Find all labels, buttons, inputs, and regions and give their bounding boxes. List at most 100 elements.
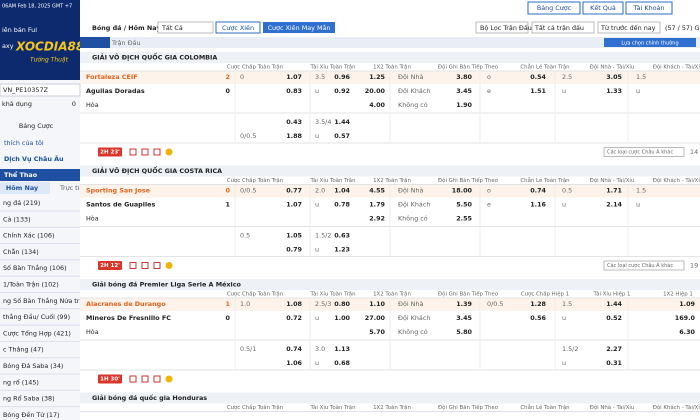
odds[interactable]: 2.14: [606, 201, 622, 209]
odds[interactable]: 1.04: [334, 187, 350, 195]
account[interactable]: Tài Khoản: [633, 4, 665, 12]
sport-item[interactable]: ng rổ (145): [3, 377, 39, 386]
lucky-parlay[interactable]: Cược Xiên May Mắn: [268, 23, 331, 32]
odds[interactable]: 1.33: [606, 87, 622, 95]
sport-item[interactable]: 1/Toàn Trận (102): [3, 281, 59, 289]
odds[interactable]: 1.13: [334, 345, 350, 353]
odds[interactable]: 0.74: [530, 187, 546, 195]
other-markets[interactable]: Các loại cược Châu Á khác: [607, 262, 673, 269]
odds[interactable]: 5.70: [369, 328, 385, 336]
odds[interactable]: 1.44: [334, 118, 350, 126]
odds[interactable]: 0.96: [334, 73, 350, 81]
other-box[interactable]: [603, 147, 685, 157]
odds[interactable]: 1.79: [369, 201, 385, 209]
odds[interactable]: 5.50: [456, 201, 472, 209]
odds[interactable]: 4.55: [369, 187, 385, 195]
sport-item[interactable]: Số Bàn Thắng (106): [3, 263, 67, 272]
sport-item[interactable]: Bóng Đền Tử (17): [3, 411, 60, 419]
odds[interactable]: 1.23: [334, 246, 350, 254]
main-choice[interactable]: Lựa chọn chính thường: [621, 40, 678, 47]
parlay-btn[interactable]: [215, 21, 261, 34]
odds[interactable]: 1.71: [606, 187, 622, 195]
odds[interactable]: 1.28: [530, 300, 546, 308]
odds[interactable]: 6.30: [679, 328, 695, 336]
all-matches-box[interactable]: [531, 21, 595, 34]
more-count[interactable]: 14: [690, 148, 698, 156]
odds[interactable]: 1.08: [286, 300, 302, 308]
odds[interactable]: 0.57: [334, 132, 350, 140]
odds[interactable]: 1.88: [286, 132, 302, 140]
odds[interactable]: 0.54: [530, 73, 546, 81]
odds[interactable]: 1.07: [286, 73, 302, 81]
all-matches[interactable]: Tất cả trận đấu: [534, 24, 584, 32]
odds[interactable]: 20.00: [365, 87, 386, 95]
filter-all[interactable]: Tất Cả: [161, 24, 183, 32]
odds[interactable]: 0.74: [286, 345, 302, 353]
parlay[interactable]: Cược Xiên: [222, 24, 254, 32]
odds[interactable]: 1.16: [530, 201, 546, 209]
league-name[interactable]: GIẢI VÔ ĐỊCH QUỐC GIA COSTA RICA: [92, 165, 222, 175]
bet-list[interactable]: Bảng Cược: [537, 4, 572, 12]
league-name[interactable]: GIẢI VÔ ĐỊCH QUỐC GIA COLOMBIA: [92, 52, 217, 62]
breadcrumb[interactable]: Bóng đá / Hôm Nay: [92, 24, 161, 32]
main-choice-btn[interactable]: [604, 38, 696, 47]
odds[interactable]: 0.43: [286, 118, 302, 126]
odds[interactable]: 0.92: [334, 87, 350, 95]
odds[interactable]: 1.39: [456, 300, 472, 308]
account-btn[interactable]: [625, 1, 673, 15]
sport-item[interactable]: Cược Tổng Hợp (421): [3, 328, 71, 337]
odds[interactable]: 0.78: [334, 201, 350, 209]
sport-item[interactable]: ng Số Bàn Thắng Nửa trận (106): [3, 296, 107, 305]
today-tab[interactable]: Hôm Nay: [6, 184, 39, 192]
odds[interactable]: 0.31: [606, 359, 622, 367]
odds[interactable]: 0.72: [286, 314, 302, 322]
odds[interactable]: 1.06: [286, 359, 302, 367]
version[interactable]: iên bản Ful: [2, 26, 37, 34]
odds[interactable]: 4.00: [369, 101, 385, 109]
sport-item[interactable]: Cả (133): [3, 215, 31, 223]
sport-item[interactable]: Chính Xác (106): [3, 232, 54, 240]
odds[interactable]: 1.51: [530, 87, 546, 95]
more-count[interactable]: 19: [690, 262, 698, 270]
sport-item[interactable]: Chẵn (134): [3, 247, 39, 256]
odds[interactable]: 0.79: [286, 246, 302, 254]
odds[interactable]: 1.90: [456, 101, 472, 109]
odds[interactable]: 3.45: [456, 314, 472, 322]
odds[interactable]: 3.45: [456, 87, 472, 95]
odds[interactable]: 2.55: [456, 215, 472, 223]
favorites[interactable]: thích của tôi: [4, 139, 44, 147]
odds[interactable]: 27.00: [365, 314, 386, 322]
league-name[interactable]: Giải bóng đá Premier Liga Serie A México: [92, 281, 241, 289]
sports[interactable]: Thể Thao: [4, 170, 38, 179]
odds[interactable]: 3.80: [456, 73, 472, 81]
sport-item[interactable]: c Thắng (47): [3, 345, 44, 354]
other-box[interactable]: [603, 260, 685, 271]
match-filter[interactable]: Bộ Lọc Trận Đấu: [480, 24, 532, 32]
odds[interactable]: 3.05: [606, 73, 622, 81]
other-markets[interactable]: Các loại cược Châu Á khác: [607, 149, 673, 156]
odds[interactable]: 0.63: [334, 232, 350, 240]
sport-item[interactable]: Bóng Đá Saba (34): [3, 362, 63, 370]
odds[interactable]: 1.00: [334, 314, 350, 322]
filter-box[interactable]: [157, 21, 214, 34]
odds[interactable]: 1.09: [679, 300, 695, 308]
bet-tab[interactable]: Bảng Cược: [19, 122, 54, 130]
odds[interactable]: 1.05: [286, 232, 302, 240]
results-btn[interactable]: [582, 1, 624, 15]
all-time[interactable]: Từ trước đến nay: [600, 24, 656, 32]
odds[interactable]: 0.68: [334, 359, 350, 367]
euro[interactable]: Dịch Vụ Châu Âu: [4, 154, 64, 163]
lucky-btn[interactable]: [263, 22, 335, 33]
odds[interactable]: 2.92: [369, 215, 385, 223]
odds[interactable]: 1.44: [606, 300, 622, 308]
bet-list-btn[interactable]: [527, 1, 581, 15]
odds[interactable]: 2.27: [606, 345, 622, 353]
league-name[interactable]: Giải bóng đá quốc gia Honduras: [92, 393, 207, 402]
all-time-box[interactable]: [597, 21, 661, 34]
live-tab[interactable]: Trực tiếp: [59, 184, 87, 192]
results[interactable]: Kết Quả: [590, 4, 616, 12]
odds[interactable]: 0.56: [530, 314, 546, 322]
odds[interactable]: 18.00: [452, 187, 473, 195]
odds[interactable]: 1.25: [369, 73, 385, 81]
odds[interactable]: 0.80: [334, 300, 350, 308]
